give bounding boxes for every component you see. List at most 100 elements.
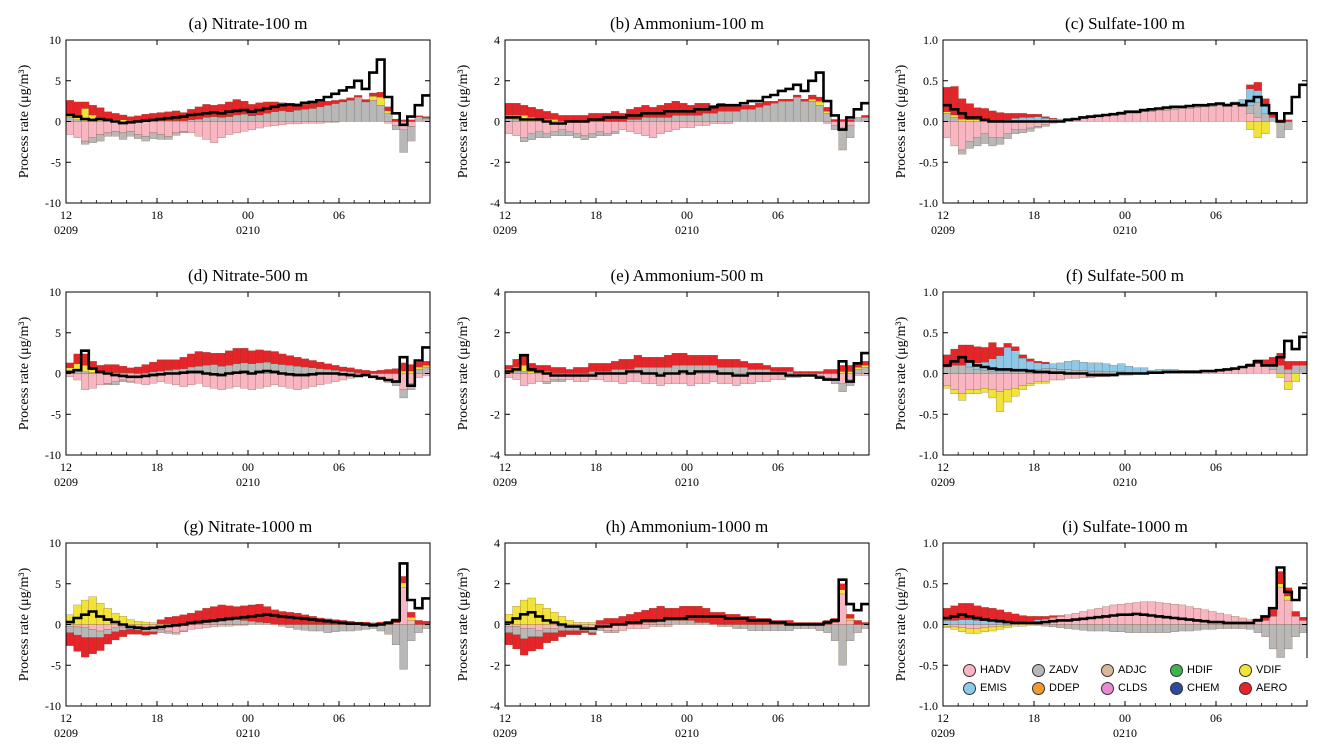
bar-vdif: [1003, 625, 1012, 628]
net-line: [943, 566, 1307, 625]
bar-zadv: [361, 101, 370, 122]
bar-emis: [958, 619, 967, 625]
x-tick-label: 00: [681, 208, 693, 222]
y-tick-label: 0: [494, 115, 500, 129]
net-line: [505, 351, 869, 383]
bar-zadv: [247, 621, 257, 625]
bar-hadv: [66, 121, 75, 135]
y-tick-label: -2: [490, 658, 500, 672]
bar-aero: [717, 359, 726, 368]
bar-zadv: [346, 100, 355, 122]
y-tick-label: 0: [494, 367, 500, 381]
bar-aero: [785, 98, 794, 102]
plot-area: [66, 562, 430, 670]
bar-hadv: [656, 121, 665, 134]
panel-title: (d) Nitrate-500 m: [188, 266, 308, 285]
bar-hadv: [81, 373, 90, 390]
bar-zadv: [611, 630, 620, 633]
bar-aero: [1026, 616, 1035, 622]
net-line: [943, 83, 1307, 123]
bar-aero: [141, 631, 150, 636]
bar-hadv: [96, 624, 105, 632]
bar-aero: [580, 367, 589, 374]
panel-title: (e) Ammonium-500 m: [611, 266, 764, 285]
bar-hadv: [679, 121, 688, 128]
bar-vdif: [1003, 389, 1012, 403]
bar-hadv: [194, 624, 203, 629]
bar-aero: [588, 363, 597, 372]
bar-hadv: [671, 373, 680, 384]
bar-hadv: [527, 624, 536, 629]
x-tick-label: 00: [1119, 208, 1131, 222]
x-tick-date: 0210: [236, 726, 260, 740]
bar-zadv: [988, 370, 997, 374]
bar-aero: [1284, 361, 1293, 370]
bar-aero: [823, 369, 832, 374]
bar-zadv: [717, 624, 726, 627]
y-tick-label: 0.5: [923, 326, 938, 340]
bar-vdif: [1291, 373, 1300, 382]
bar-zadv: [331, 624, 340, 632]
bar-zadv: [1094, 624, 1103, 632]
x-tick-date: 0210: [236, 475, 260, 489]
legend-item: AERO: [1239, 680, 1287, 696]
bar-zadv: [118, 379, 128, 382]
bar-zadv: [595, 131, 605, 136]
bar-aero: [66, 362, 75, 368]
bar-hadv: [209, 121, 219, 143]
bar-vdif: [995, 391, 1005, 412]
bar-aero: [1049, 118, 1058, 120]
x-tick-date: 0209: [54, 475, 78, 489]
bar-aero: [179, 357, 188, 369]
bar-hadv: [656, 624, 665, 627]
bar-hadv: [995, 624, 1005, 627]
bar-hadv: [580, 121, 589, 136]
legend-item: ZADV: [1032, 662, 1078, 678]
bar-hadv: [664, 121, 673, 132]
bar-hadv: [973, 373, 982, 390]
bar-aero: [323, 363, 332, 370]
bar-zadv: [603, 630, 612, 633]
bar-vdif: [407, 617, 416, 621]
bar-zadv: [225, 116, 234, 122]
bar-hadv: [1132, 113, 1141, 122]
bar-zadv: [300, 624, 310, 631]
legend-swatch: [1170, 663, 1183, 677]
bar-zadv: [217, 621, 226, 625]
bar-emis: [1071, 360, 1080, 371]
x-tick-label: 18: [151, 460, 163, 474]
bar-hadv: [1246, 113, 1255, 122]
bar-hadv: [255, 373, 264, 389]
x-tick-date: 0209: [931, 726, 955, 740]
bar-aero: [202, 352, 211, 366]
legend-swatch: [1101, 663, 1114, 677]
bar-zadv: [384, 624, 393, 635]
bar-aero: [565, 369, 574, 374]
bar-hadv: [1147, 111, 1156, 122]
bar-aero: [633, 355, 642, 368]
bar-zadv: [103, 629, 112, 635]
bar-hadv: [202, 121, 211, 140]
bar-zadv: [686, 620, 696, 625]
bar-aero: [1246, 84, 1255, 90]
bar-aero: [550, 113, 559, 120]
bar-hadv: [950, 373, 959, 390]
bar-hadv: [1223, 105, 1232, 122]
bar-hadv: [240, 373, 249, 389]
x-tick-label: 06: [1210, 460, 1222, 474]
bar-zadv: [1299, 624, 1307, 633]
bar-aero: [118, 114, 128, 120]
bar-zadv: [694, 622, 703, 625]
bar-aero: [770, 101, 779, 104]
bar-aero: [861, 115, 869, 118]
y-tick-label: 5: [55, 577, 61, 591]
bar-aero: [755, 363, 764, 370]
legend-item: CHEM: [1170, 680, 1219, 696]
bar-zadv: [118, 132, 128, 140]
legend-swatch: [1239, 681, 1252, 695]
bar-zadv: [861, 367, 869, 374]
bar-zadv: [164, 136, 173, 140]
